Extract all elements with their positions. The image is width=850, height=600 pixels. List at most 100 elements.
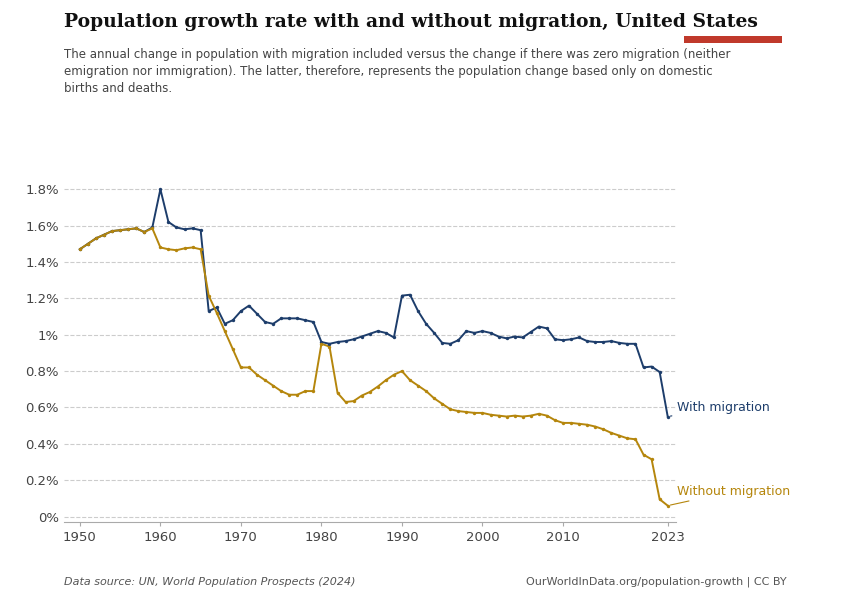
Point: [637, 362, 650, 372]
Point: [588, 422, 602, 431]
Point: [202, 291, 216, 301]
Point: [516, 412, 530, 421]
Point: [275, 386, 288, 396]
Point: [460, 407, 473, 417]
Point: [242, 301, 256, 310]
Point: [532, 409, 546, 419]
Text: Data source: UN, World Population Prospects (2024): Data source: UN, World Population Prospe…: [64, 577, 355, 587]
Point: [291, 314, 304, 323]
Point: [653, 494, 666, 504]
Point: [572, 419, 586, 428]
Text: OurWorldInData.org/population-growth | CC BY: OurWorldInData.org/population-growth | C…: [525, 576, 786, 587]
Point: [540, 323, 553, 333]
Point: [218, 319, 231, 329]
Point: [363, 329, 377, 338]
Point: [291, 390, 304, 400]
Point: [162, 217, 175, 227]
Point: [298, 316, 312, 325]
Point: [588, 337, 602, 347]
Point: [564, 334, 578, 344]
Point: [97, 230, 110, 239]
Point: [661, 501, 675, 511]
Point: [105, 226, 119, 236]
Point: [138, 227, 151, 237]
Point: [122, 224, 135, 234]
Point: [210, 302, 224, 312]
Point: [234, 362, 247, 372]
Point: [484, 328, 497, 338]
Point: [516, 332, 530, 342]
Point: [138, 227, 151, 237]
Point: [419, 386, 433, 396]
Point: [331, 337, 344, 347]
Point: [476, 326, 490, 336]
Point: [581, 420, 594, 430]
Point: [524, 327, 537, 337]
Point: [411, 306, 425, 316]
Point: [323, 342, 337, 352]
Point: [186, 242, 200, 252]
Point: [468, 328, 481, 338]
Point: [444, 339, 457, 349]
Point: [113, 226, 127, 235]
Point: [387, 370, 400, 380]
Point: [548, 334, 562, 344]
Point: [89, 233, 103, 243]
Point: [178, 244, 191, 253]
Point: [202, 306, 216, 316]
Point: [275, 314, 288, 323]
Text: The annual change in population with migration included versus the change if the: The annual change in population with mig…: [64, 48, 730, 95]
Point: [307, 317, 320, 327]
Point: [339, 336, 353, 346]
Point: [129, 224, 143, 233]
Point: [597, 337, 610, 347]
Point: [347, 396, 360, 406]
Point: [645, 362, 659, 371]
Point: [597, 424, 610, 434]
Text: With migration: With migration: [671, 401, 770, 416]
Point: [395, 291, 409, 301]
Point: [298, 386, 312, 396]
Point: [435, 338, 449, 348]
Text: in Data: in Data: [711, 23, 755, 34]
Point: [122, 224, 135, 234]
Point: [371, 326, 384, 336]
Point: [145, 223, 159, 232]
Point: [89, 233, 103, 243]
Point: [266, 381, 280, 391]
Point: [226, 344, 240, 354]
Point: [500, 334, 513, 343]
Point: [468, 408, 481, 418]
Text: Our World: Our World: [703, 11, 763, 22]
Point: [508, 411, 522, 421]
Point: [145, 224, 159, 233]
Point: [613, 431, 626, 440]
Point: [411, 381, 425, 391]
Point: [492, 411, 506, 421]
FancyBboxPatch shape: [684, 36, 782, 43]
Point: [532, 322, 546, 331]
Point: [620, 339, 634, 349]
Point: [242, 362, 256, 372]
Point: [186, 224, 200, 233]
Point: [428, 328, 441, 338]
Point: [170, 245, 184, 255]
Point: [129, 224, 143, 233]
Point: [613, 338, 626, 348]
Point: [403, 376, 416, 385]
Point: [282, 390, 296, 400]
Point: [226, 316, 240, 325]
Point: [314, 339, 328, 349]
Point: [258, 317, 272, 327]
Point: [97, 230, 110, 239]
Point: [419, 319, 433, 329]
Point: [210, 308, 224, 318]
Point: [194, 226, 207, 235]
Point: [540, 411, 553, 421]
Point: [629, 434, 643, 444]
Point: [508, 332, 522, 341]
Point: [73, 244, 87, 254]
Text: Population growth rate with and without migration, United States: Population growth rate with and without …: [64, 13, 757, 31]
Point: [435, 399, 449, 409]
Point: [581, 336, 594, 346]
